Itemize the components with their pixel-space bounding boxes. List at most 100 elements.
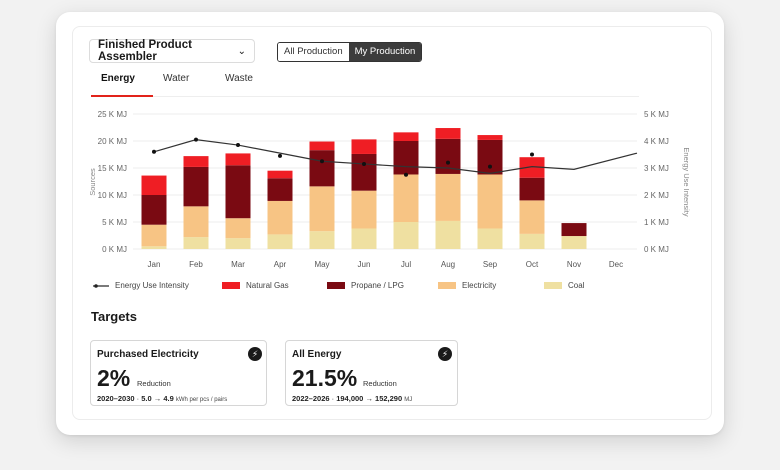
- x-tick-label: Sep: [483, 260, 498, 269]
- legend-swatch: [222, 282, 240, 290]
- production-toggle: All Production My Production: [277, 42, 423, 62]
- bar-segment-natural-gas: [435, 128, 461, 139]
- intensity-point: [236, 143, 240, 148]
- bar-segment-electricity: [519, 200, 545, 234]
- y-tick-label: 15 K MJ: [98, 164, 127, 173]
- bar-segment-natural-gas: [141, 175, 167, 195]
- x-tick-label: Mar: [231, 260, 245, 269]
- target-measure: MJ: [404, 397, 413, 403]
- y-tick-label: 10 K MJ: [98, 191, 127, 200]
- arrow-right-icon: →: [365, 394, 373, 403]
- bar-segment-propane-lpg: [351, 153, 377, 191]
- bar-segment-propane-lpg: [309, 150, 335, 187]
- bar-segment-natural-gas: [519, 157, 545, 178]
- tab-waste[interactable]: Waste: [225, 73, 253, 84]
- bar-segment-natural-gas: [183, 156, 209, 167]
- legend-label: Energy Use Intensity: [115, 281, 189, 290]
- x-tick-label: Dec: [609, 260, 623, 269]
- bar-segment-coal: [267, 234, 293, 249]
- legend-swatch: [327, 282, 345, 290]
- y-axis-title: Sources: [88, 168, 97, 196]
- target-unit: Reduction: [363, 379, 397, 388]
- bar-segment-electricity: [141, 224, 167, 247]
- target-to: 4.9: [163, 394, 174, 403]
- facility-selector[interactable]: Finished Product Assembler ⌄: [89, 39, 255, 63]
- bar-segment-coal: [141, 246, 167, 249]
- bar-segment-coal: [477, 228, 503, 249]
- legend-label: Natural Gas: [246, 281, 289, 290]
- chevron-down-icon: ⌄: [237, 45, 246, 57]
- bar-segment-natural-gas: [393, 132, 419, 141]
- y2-tick-label: 2 K MJ: [644, 191, 669, 200]
- y-tick-label: 0 K MJ: [102, 245, 127, 254]
- bar-segment-propane-lpg: [141, 195, 167, 225]
- legend-item-energy-use-intensity: Energy Use Intensity: [93, 281, 189, 293]
- legend-item-natural-gas: Natural Gas: [222, 281, 289, 293]
- intensity-point: [320, 159, 324, 164]
- bar-segment-propane-lpg: [225, 165, 251, 219]
- bar-segment-coal: [183, 237, 209, 249]
- y-tick-label: 25 K MJ: [98, 110, 127, 119]
- tab-energy[interactable]: Energy: [101, 73, 135, 84]
- bar-segment-propane-lpg: [267, 178, 293, 201]
- x-tick-label: Nov: [567, 260, 581, 269]
- intensity-point: [404, 172, 408, 177]
- x-tick-label: May: [314, 260, 329, 269]
- y2-axis-title: Energy Use Intensity: [682, 147, 691, 216]
- bar-segment-propane-lpg: [519, 177, 545, 201]
- y2-tick-label: 4 K MJ: [644, 137, 669, 146]
- bar-segment-natural-gas: [309, 141, 335, 151]
- x-tick-label: Jun: [358, 260, 371, 269]
- legend-label: Electricity: [462, 281, 497, 290]
- bar-segment-coal: [435, 220, 461, 249]
- arrow-right-icon: →: [153, 394, 162, 403]
- target-from: 194,000: [336, 394, 364, 403]
- x-tick-label: Oct: [526, 260, 539, 269]
- target-period: 2020–2030: [97, 394, 135, 403]
- legend-swatch: [544, 282, 562, 290]
- bar-segment-electricity: [351, 190, 377, 229]
- tab-water[interactable]: Water: [163, 73, 190, 84]
- target-measure: kWh per pcs / pairs: [175, 397, 228, 403]
- target-card-purchased-electricity[interactable]: Purchased Electricity ⚡ 2% Reduction 202…: [90, 340, 267, 406]
- toggle-my-production[interactable]: My Production: [348, 43, 422, 61]
- y-tick-label: 20 K MJ: [98, 137, 127, 146]
- x-tick-label: Jan: [148, 260, 161, 269]
- intensity-point: [362, 161, 366, 166]
- bar-segment-electricity: [225, 218, 251, 239]
- target-value: 21.5%: [292, 365, 358, 391]
- target-value: 2%: [97, 365, 131, 391]
- bar-segment-propane-lpg: [183, 166, 209, 207]
- legend-item-electricity: Electricity: [438, 281, 496, 293]
- bar-segment-natural-gas: [477, 135, 503, 140]
- legend-item-propane-lpg: Propane / LPG: [327, 281, 404, 293]
- target-detail: 2022–2026 · 194,000 → 152,290 MJ: [292, 394, 413, 403]
- x-tick-label: Apr: [274, 260, 287, 269]
- lightning-icon: ⚡: [248, 347, 262, 361]
- target-card-all-energy[interactable]: All Energy ⚡ 21.5% Reduction 2022–2026 ·…: [285, 340, 458, 406]
- targets-heading: Targets: [91, 309, 137, 324]
- y2-tick-label: 3 K MJ: [644, 164, 669, 173]
- x-tick-label: Aug: [441, 260, 455, 269]
- bar-segment-coal: [561, 236, 587, 249]
- toggle-all-production[interactable]: All Production: [278, 43, 349, 61]
- bar-segment-propane-lpg: [393, 141, 419, 175]
- intensity-point: [278, 153, 282, 158]
- target-name: Purchased Electricity: [97, 349, 199, 360]
- target-detail: 2020–2030 · 5.0 → 4.9 kWh per pcs / pair…: [97, 394, 228, 403]
- bar-segment-electricity: [309, 186, 335, 232]
- intensity-point: [488, 164, 492, 169]
- bar-segment-electricity: [267, 200, 293, 235]
- bar-segment-electricity: [183, 206, 209, 238]
- bar-segment-coal: [519, 233, 545, 249]
- target-unit: Reduction: [137, 379, 171, 388]
- y2-tick-label: 0 K MJ: [644, 245, 669, 254]
- facility-selector-label: Finished Product Assembler: [98, 39, 192, 63]
- bar-segment-natural-gas: [351, 139, 377, 154]
- y-tick-label: 5 K MJ: [102, 218, 127, 227]
- intensity-point: [530, 152, 534, 157]
- legend-item-coal: Coal: [544, 281, 584, 293]
- x-tick-label: Jul: [401, 260, 411, 269]
- bar-segment-coal: [393, 222, 419, 249]
